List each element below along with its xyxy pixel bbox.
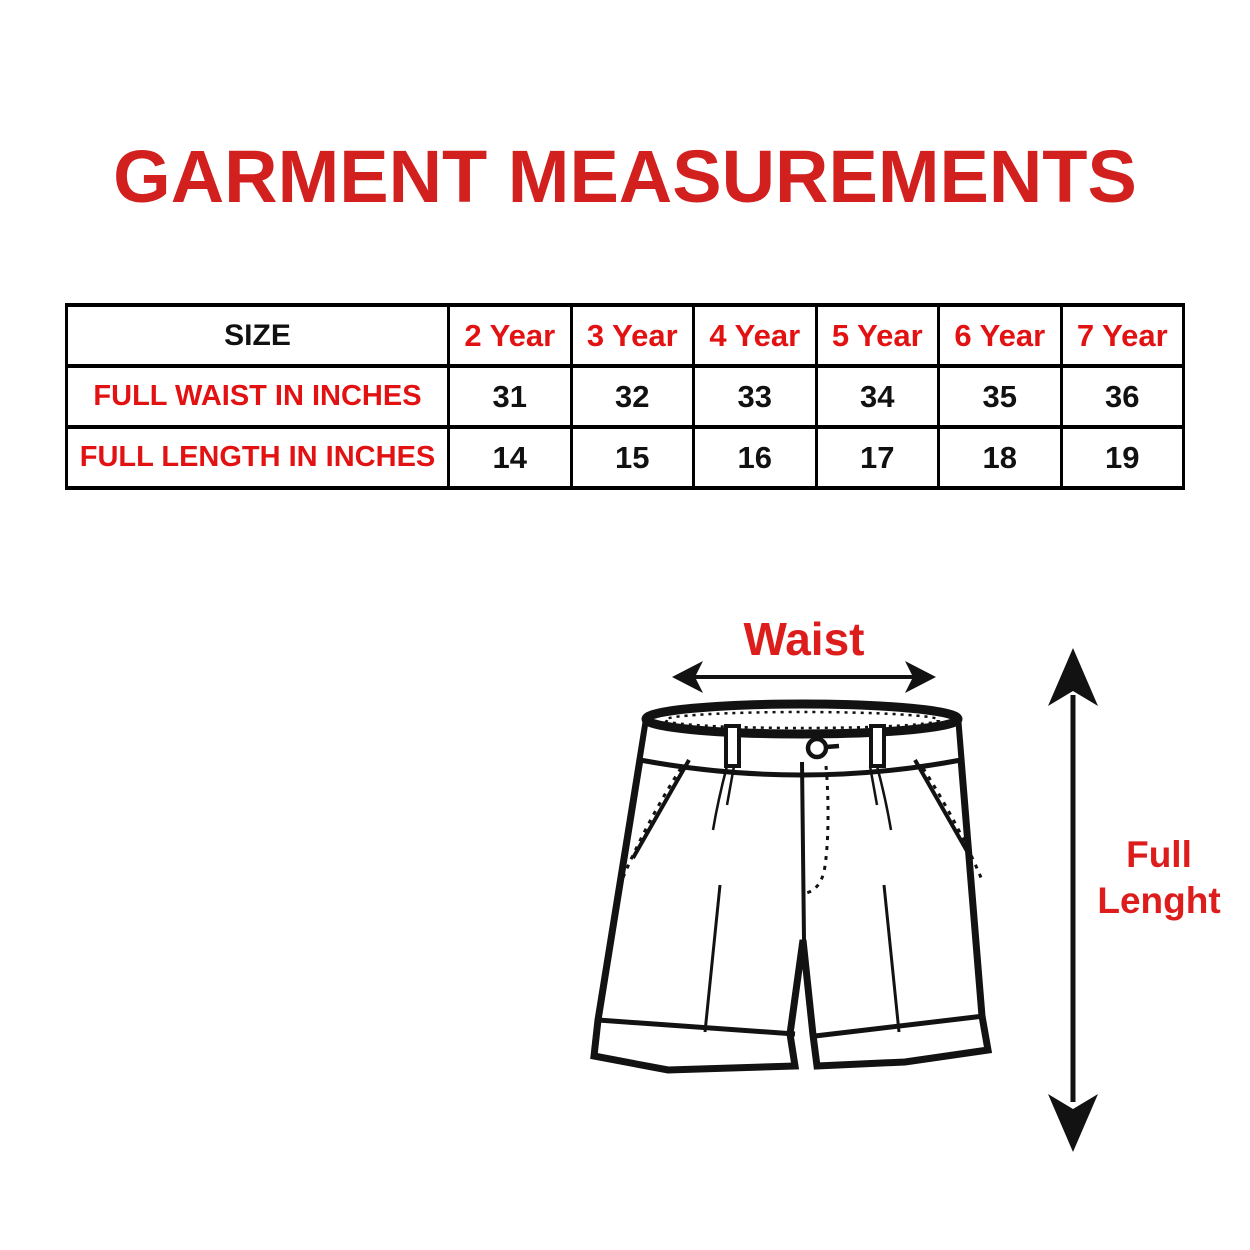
year-header-cell: 7 Year — [1059, 303, 1185, 368]
left-cuff — [597, 1017, 796, 1037]
belt-loop — [869, 724, 886, 768]
pocket-stitching — [620, 767, 683, 881]
value-cell: 18 — [937, 425, 1063, 490]
button-shank — [825, 743, 840, 750]
year-header-cell: 2 Year — [447, 303, 573, 368]
value-cell: 34 — [814, 364, 940, 429]
value-cell: 32 — [569, 364, 695, 429]
shorts-illustration — [590, 648, 1098, 1152]
pleat-line — [875, 765, 893, 831]
waist-arrow — [672, 661, 936, 693]
value-cell: 14 — [447, 425, 573, 490]
waist-opening — [641, 699, 963, 739]
pleat-line — [868, 765, 879, 806]
crease-line — [882, 884, 901, 1033]
year-header-cell: 4 Year — [692, 303, 818, 368]
table-row-waist: FULL WAIST IN INCHES 31 32 33 34 35 36 — [65, 364, 1185, 429]
row-label-cell: FULL LENGTH IN INCHES — [65, 425, 450, 490]
value-cell: 17 — [814, 425, 940, 490]
value-cell: 16 — [692, 425, 818, 490]
page-title: GARMENT MEASUREMENTS — [113, 135, 1137, 218]
fly-stitching — [805, 765, 830, 895]
value-cell: 31 — [447, 364, 573, 429]
year-header-cell: 3 Year — [569, 303, 695, 368]
value-cell: 35 — [937, 364, 1063, 429]
full-length-label-line2: Lenght — [1097, 880, 1221, 921]
row-label-cell: FULL WAIST IN INCHES — [65, 364, 450, 429]
value-cell: 19 — [1059, 425, 1185, 490]
year-header-cell: 5 Year — [814, 303, 940, 368]
fly-seam — [800, 761, 806, 941]
size-chart-table: SIZE 2 Year 3 Year 4 Year 5 Year 6 Year … — [65, 303, 1185, 490]
year-header-cell: 6 Year — [937, 303, 1063, 368]
value-cell: 36 — [1059, 364, 1185, 429]
pleat-line — [711, 765, 729, 831]
value-cell: 33 — [692, 364, 818, 429]
waist-stitching — [663, 710, 941, 730]
shorts-drawing — [590, 699, 993, 1074]
waist-label: Waist — [743, 613, 865, 665]
pocket-line — [913, 759, 973, 859]
table-header-row: SIZE 2 Year 3 Year 4 Year 5 Year 6 Year … — [65, 303, 1185, 368]
pocket-stitching — [921, 767, 984, 881]
full-length-label-line1: Full — [1126, 834, 1192, 875]
pocket-line — [631, 759, 691, 859]
belt-loop — [724, 724, 741, 768]
button — [805, 736, 829, 760]
table-row-length: FULL LENGTH IN INCHES 14 15 16 17 18 19 — [65, 425, 1185, 490]
full-length-arrow — [1048, 648, 1098, 1152]
value-cell: 15 — [569, 425, 695, 490]
full-length-label: Full Lenght — [1083, 832, 1235, 924]
pleat-line — [725, 765, 736, 806]
crease-line — [703, 884, 722, 1033]
size-header-cell: SIZE — [65, 303, 450, 368]
